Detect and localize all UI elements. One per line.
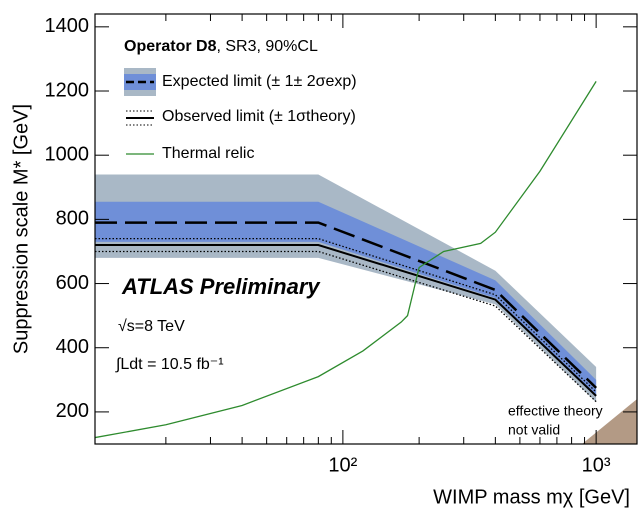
region-label: effective theory [508,403,603,419]
y-axis-label: Suppression scale M* [GeV] [10,104,32,354]
legend-title: Operator D8, SR3, 90%CL [124,38,318,55]
annotation: ∫Ldt = 10.5 fb⁻¹ [115,356,224,373]
x-tick-label: 10² [328,454,357,476]
observed-line [95,244,597,397]
region-label: not valid [508,422,560,438]
y-tick-label: 1200 [45,79,90,101]
legend-label: Observed limit (± 1σtheory) [162,108,356,125]
legend-title-rest: , SR3, 90%CL [216,38,317,55]
annotation: ATLAS Preliminary [121,274,321,299]
legend-label: Expected limit (± 1± 2σexp) [162,73,357,90]
theory-low [95,250,597,403]
y-tick-label: 200 [56,400,89,422]
y-tick-label: 800 [56,208,89,230]
band-1sigma [95,201,597,396]
y-tick-label: 600 [56,272,89,294]
y-tick-label: 1000 [45,143,90,165]
x-axis-label: WIMP mass mχ [GeV] [433,486,630,508]
theory-high [95,237,597,393]
annotation: √s=8 TeV [118,318,185,335]
y-tick-label: 1400 [45,15,90,37]
legend-title-bold: Operator D8 [124,38,217,55]
x-tick-label: 10³ [582,454,611,476]
expected-line [95,221,598,389]
y-tick-label: 400 [56,336,89,358]
legend-label: Thermal relic [162,145,254,162]
thermal-relic-line [95,81,597,439]
frame [94,13,638,445]
plot [95,81,637,444]
